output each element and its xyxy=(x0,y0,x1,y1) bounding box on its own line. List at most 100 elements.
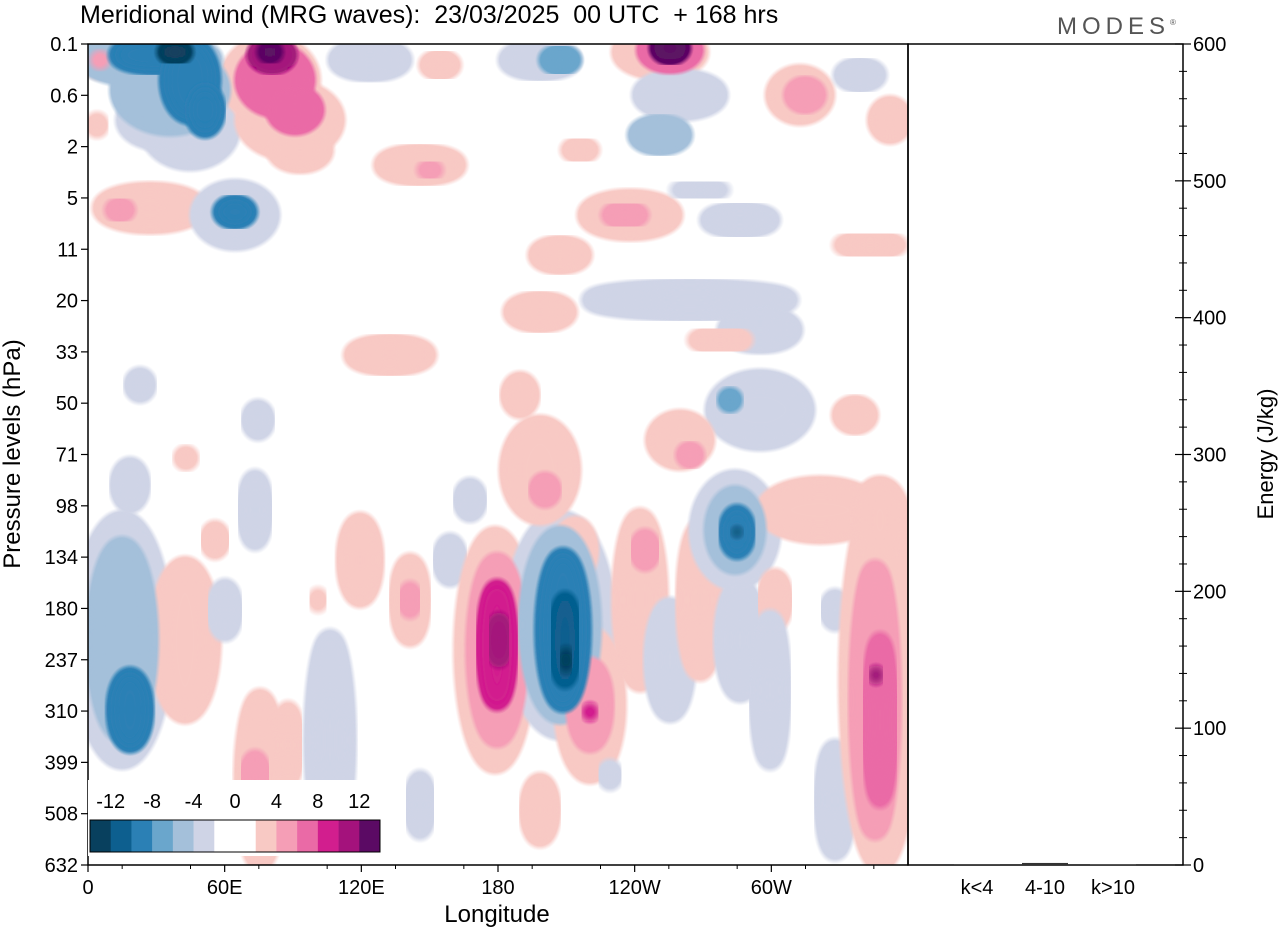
negative-wind-contour xyxy=(602,760,618,790)
negative-wind-contour xyxy=(540,50,580,70)
y-tick-label: 237 xyxy=(45,650,78,672)
positive-wind-contour xyxy=(505,420,575,520)
negative-wind-contour xyxy=(700,208,780,232)
positive-wind-contour xyxy=(403,580,417,620)
positive-wind-contour xyxy=(835,400,875,430)
positive-wind-contour xyxy=(855,480,905,560)
negative-wind-contour xyxy=(246,402,270,438)
negative-wind-contour xyxy=(243,470,267,550)
y-axis-label: Pressure levels (hPa) xyxy=(0,339,26,568)
negative-wind-contour xyxy=(635,75,725,115)
colorbar-swatch xyxy=(110,820,132,852)
negative-wind-contour xyxy=(720,390,740,410)
energy-tick-label: 500 xyxy=(1193,171,1226,193)
positive-wind-contour xyxy=(525,775,555,845)
energy-tick-label: 400 xyxy=(1193,308,1226,330)
negative-wind-contour xyxy=(835,63,885,87)
wind-field xyxy=(88,44,908,865)
negative-wind-contour xyxy=(665,184,735,196)
energy-tick-label: 0 xyxy=(1193,855,1204,877)
negative-wind-contour xyxy=(580,285,800,315)
negative-wind-contour xyxy=(820,740,850,860)
colorbar-label: 8 xyxy=(312,791,323,813)
colorbar-label: 4 xyxy=(271,791,282,813)
energy-bars: k<4 4-10 k>10 xyxy=(954,862,1136,899)
energy-tick-label: 100 xyxy=(1193,718,1226,740)
positive-wind-contour xyxy=(584,702,596,722)
positive-wind-contour xyxy=(278,700,298,790)
energy-bar xyxy=(954,864,1000,865)
positive-wind-contour xyxy=(685,332,755,348)
energy-category-label: k>10 xyxy=(1091,877,1135,899)
positive-wind-contour xyxy=(312,586,324,614)
y-tick-label: 632 xyxy=(45,855,78,877)
energy-tick-label: 300 xyxy=(1193,445,1226,467)
y-tick-label: 98 xyxy=(56,496,78,518)
positive-wind-contour xyxy=(105,202,135,218)
x-tick-label: 120W xyxy=(609,877,661,899)
x-tick-label: 0 xyxy=(82,877,93,899)
energy-category-label: k<4 xyxy=(961,877,994,899)
negative-wind-contour xyxy=(650,600,690,720)
y-tick-label: 71 xyxy=(56,445,78,467)
y-tick-label: 2 xyxy=(67,137,78,159)
x-axis-label: Longitude xyxy=(444,901,549,928)
y-tick-label: 33 xyxy=(56,342,78,364)
negative-wind-contour xyxy=(825,590,845,630)
positive-wind-contour xyxy=(155,560,215,720)
positive-wind-contour xyxy=(871,663,881,687)
negative-wind-contour xyxy=(190,85,220,135)
colorbar-swatch xyxy=(172,820,194,852)
positive-wind-contour xyxy=(95,188,205,228)
colorbar-swatch xyxy=(214,820,236,852)
registered-mark-icon: ® xyxy=(1170,18,1176,27)
negative-wind-contour xyxy=(330,44,410,76)
colorbar: -12 -8 -4 0 4 8 12 xyxy=(88,780,382,856)
colorbar-swatch xyxy=(317,820,339,852)
positive-wind-contour xyxy=(872,100,908,140)
positive-wind-contour xyxy=(652,44,688,60)
colorbar-swatch xyxy=(131,820,153,852)
energy-bar xyxy=(1090,864,1136,866)
positive-wind-contour xyxy=(530,241,590,269)
positive-wind-contour xyxy=(89,113,105,137)
colorbar-swatch xyxy=(152,820,174,852)
colorbar-swatch xyxy=(235,820,257,852)
y-tick-label: 310 xyxy=(45,701,78,723)
negative-wind-contour xyxy=(213,580,237,640)
x-tick-label: 120E xyxy=(338,877,385,899)
energy-axis-label: Energy (J/kg) xyxy=(1253,389,1278,520)
colorbar-label: -4 xyxy=(185,791,203,813)
energy-tick-label: 200 xyxy=(1193,581,1226,603)
y-tick-label: 399 xyxy=(45,752,78,774)
x-tick-label: 180 xyxy=(481,877,514,899)
positive-wind-contour xyxy=(635,530,655,570)
colorbar-label: -8 xyxy=(143,791,161,813)
negative-wind-contour xyxy=(630,120,690,150)
colorbar-swatch xyxy=(90,820,112,852)
negative-wind-contour xyxy=(458,480,482,520)
positive-wind-contour xyxy=(830,237,908,253)
negative-wind-contour xyxy=(732,524,742,540)
positive-wind-contour xyxy=(415,164,445,176)
y-tick-label: 508 xyxy=(45,804,78,826)
y-tick-label: 50 xyxy=(56,393,78,415)
positive-wind-contour xyxy=(258,44,282,60)
positive-wind-contour xyxy=(92,52,108,68)
colorbar-label: -12 xyxy=(96,791,125,813)
colorbar-swatch xyxy=(193,820,215,852)
positive-wind-contour xyxy=(205,522,225,558)
colorbar-swatch xyxy=(276,820,298,852)
positive-wind-contour xyxy=(678,445,702,465)
positive-wind-contour xyxy=(492,610,506,670)
negative-wind-contour xyxy=(115,460,145,510)
negative-wind-contour xyxy=(562,640,570,680)
positive-wind-contour xyxy=(345,340,435,370)
colorbar-label: 12 xyxy=(348,791,370,813)
negative-wind-contour xyxy=(438,535,462,585)
colorbar-swatch xyxy=(338,820,360,852)
y-tick-label: 134 xyxy=(45,547,78,569)
positive-wind-contour xyxy=(560,142,600,158)
y-tick-label: 20 xyxy=(56,291,78,313)
axes: 0.1 0.6 2 5 11 20 33 50 71 98 134 180 237 310 399 508 63… xyxy=(45,34,1227,899)
